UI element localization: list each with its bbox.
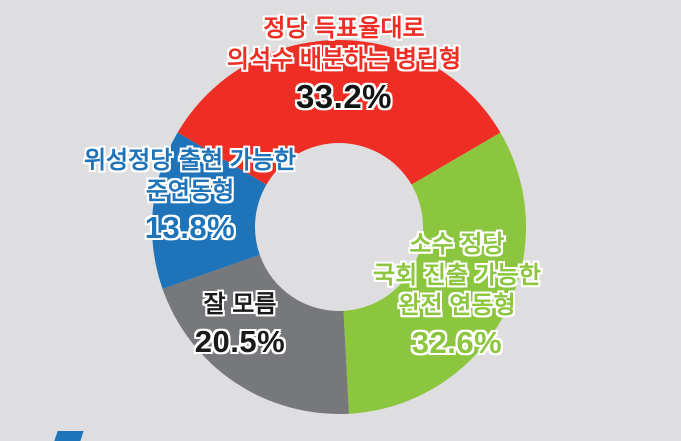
label-wanjeon-yeondong: 소수 정당 국회 진출 가능한 완전 연동형 32.6% <box>347 230 567 361</box>
label-dont-know: 잘 모름 20.5% <box>135 290 345 360</box>
label-byeolip-line1: 정당 득표율대로 <box>263 15 425 42</box>
label-byeolip: 정당 득표율대로 의석수 배분하는 병립형 33.2% <box>214 14 474 117</box>
donut-segment-2 <box>162 254 349 414</box>
label-byeolip-percent: 33.2% <box>295 78 393 116</box>
label-wanjeon-line1: 소수 정당 <box>409 231 505 258</box>
label-dont-know-line1: 잘 모름 <box>203 291 277 318</box>
donut-segment-1 <box>343 132 526 414</box>
label-dont-know-percent: 20.5% <box>194 323 286 359</box>
donut-segment-3 <box>151 132 267 289</box>
label-byeolip-line2: 의석수 배분하는 병립형 <box>226 45 462 73</box>
label-junyeondong: 위성정당 출현 가능한 준연동형 13.8% <box>65 146 315 247</box>
donut-segment-0 <box>177 40 501 185</box>
label-wanjeon-line2: 국회 진출 가능한 <box>373 261 541 289</box>
label-wanjeon-percent: 32.6% <box>411 325 503 361</box>
label-junyeondong-percent: 13.8% <box>144 210 236 246</box>
corner-logo-fragment <box>54 431 84 441</box>
label-wanjeon-line3: 완전 연동형 <box>398 292 516 320</box>
label-junyeondong-line1: 위성정당 출현 가능한 <box>83 147 297 174</box>
label-junyeondong-line2: 준연동형 <box>145 177 235 205</box>
